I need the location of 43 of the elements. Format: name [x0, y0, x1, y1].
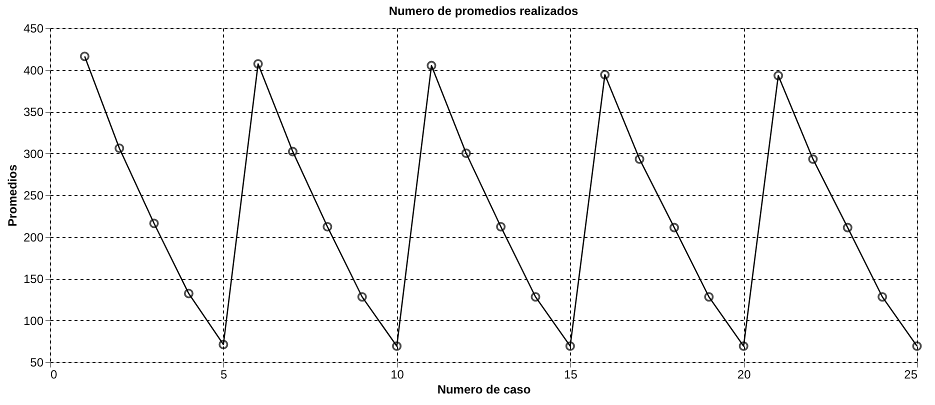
point [704, 292, 714, 302]
point [357, 292, 367, 302]
point [634, 154, 644, 164]
point [912, 341, 922, 351]
point [184, 288, 194, 298]
point [322, 222, 332, 232]
point [565, 341, 575, 351]
x-tick-label: 20 [737, 368, 752, 382]
point [218, 340, 228, 350]
point [80, 52, 90, 62]
point [496, 222, 506, 232]
point [253, 59, 263, 69]
point [738, 341, 748, 351]
point [669, 222, 680, 232]
point [600, 70, 610, 80]
point [426, 60, 436, 70]
y-tick-label: 200 [23, 230, 44, 244]
x-tick-label: 5 [220, 368, 228, 382]
chart-title: Numero de promedios realizados [388, 4, 579, 18]
x-axis-title: Numero de caso [437, 382, 531, 396]
x-tick-label: 15 [564, 368, 578, 382]
y-tick-label: 450 [23, 22, 44, 36]
point [774, 70, 784, 80]
y-axis-title: Promedios [5, 164, 20, 227]
y-tick-label: 350 [23, 105, 44, 119]
x-tick-label: 25 [904, 368, 918, 382]
x-tick-label: 10 [390, 368, 404, 382]
y-tick-label: 300 [23, 146, 44, 161]
y-tick-label: 50 [30, 356, 44, 370]
y-tick-label: 150 [23, 272, 44, 286]
point [461, 148, 471, 158]
point [878, 292, 888, 302]
y-tick-label: 400 [23, 63, 44, 78]
point [392, 341, 402, 351]
y-tick-label: 100 [23, 314, 44, 328]
point [842, 222, 852, 232]
point [530, 292, 540, 302]
point [808, 154, 818, 164]
x-tick-label: 0 [50, 368, 58, 382]
point [288, 146, 298, 156]
point [114, 143, 124, 154]
point [149, 218, 159, 228]
y-tick-label: 250 [23, 188, 44, 202]
